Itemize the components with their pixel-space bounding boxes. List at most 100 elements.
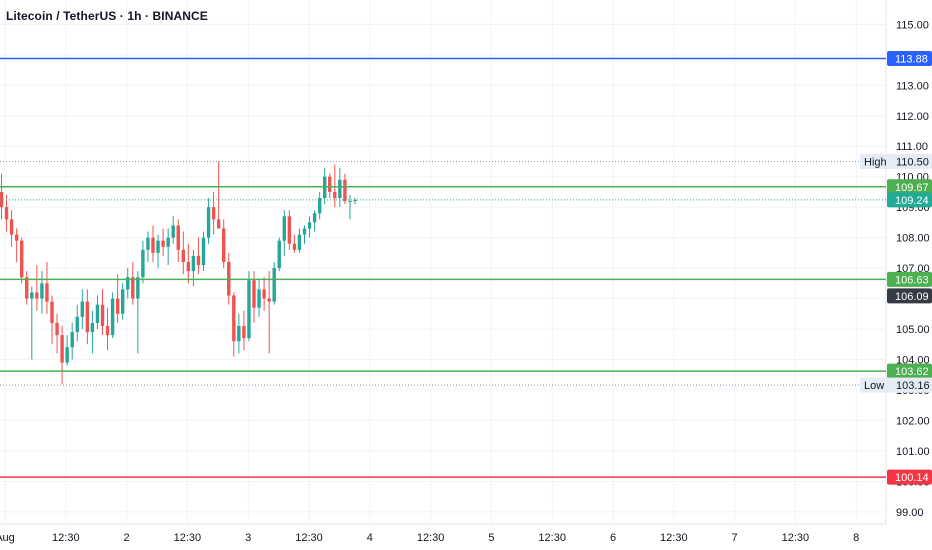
x-tick-label: 12:30: [52, 532, 80, 544]
candle-body: [151, 237, 155, 253]
candle-body: [95, 304, 100, 323]
y-tick-label: 115.00: [896, 19, 929, 31]
candle-body: [338, 179, 342, 199]
candle-body: [292, 243, 297, 250]
candle-body: [232, 295, 236, 342]
x-tick-label: Aug: [0, 532, 15, 544]
candle-body: [196, 255, 201, 266]
green-level-line-top-tag: 109.67: [895, 182, 929, 194]
low-value: 103.16: [896, 380, 930, 392]
candle-body: [30, 292, 34, 299]
candle-body: [191, 255, 196, 272]
candle-body: [100, 304, 105, 326]
candle-body: [55, 322, 59, 336]
candle-body: [333, 191, 337, 199]
candle-body: [181, 249, 185, 262]
candle-body: [126, 277, 130, 290]
candle-body: [35, 292, 39, 299]
candle-body: [176, 225, 180, 250]
green-level-line-bottom-tag-bg: [887, 363, 932, 379]
candle-body: [115, 298, 120, 314]
countdown-price-tag-bg: [887, 288, 932, 304]
time-axis[interactable]: Aug 12:30 2 12:30 3 12:30 4 12:30 5 12:30 6 12:30 7 1…: [0, 532, 859, 544]
candle-body: [25, 277, 29, 299]
candle-body: [307, 222, 312, 229]
candle-body: [65, 347, 69, 363]
candle-body: [211, 207, 216, 220]
candle-body: [141, 249, 145, 278]
high-value: 110.50: [896, 156, 929, 168]
candle-body: [85, 301, 90, 333]
chart-title: Litecoin / TetherUS · 1h · BINANCE: [6, 9, 208, 23]
y-tick-label: 99.00: [896, 507, 924, 519]
green-level-line-bottom-tag: 103.62: [895, 366, 929, 378]
x-tick-label: 12:30: [417, 532, 445, 544]
candle-body: [80, 301, 84, 317]
candle-body: [146, 237, 150, 250]
last-price-tag: 109.24: [895, 195, 929, 207]
candle-body: [328, 176, 332, 192]
candle-body: [312, 213, 317, 223]
candle-body: [90, 322, 95, 333]
candle-body: [297, 234, 302, 250]
candle-body: [20, 240, 24, 278]
countdown-price-tag: 106.09: [895, 291, 929, 303]
candle-body: [75, 316, 79, 333]
red-level-line-tag-bg: [887, 469, 932, 485]
candle-body: [222, 228, 226, 262]
candle-body: [156, 240, 160, 253]
green-level-line-mid-tag: 106.63: [895, 274, 929, 286]
x-tick-label: 12:30: [174, 532, 202, 544]
candle-body: [353, 199, 357, 202]
candle-body: [50, 301, 54, 323]
candle-body: [45, 283, 49, 302]
x-tick-label: 12:30: [660, 532, 688, 544]
red-level-line-tag: 100.14: [895, 472, 929, 484]
green-level-line-top-tag-bg: [887, 179, 932, 195]
x-tick-label: 6: [610, 532, 616, 544]
x-tick-label: 4: [367, 532, 373, 544]
candle-body: [282, 216, 286, 241]
candle-body: [161, 240, 165, 247]
candle-body: [252, 280, 256, 308]
candle-body: [237, 325, 241, 342]
candle-body: [242, 325, 246, 339]
x-tick-label: 7: [732, 532, 738, 544]
candle-body: [110, 298, 115, 336]
candle-body: [317, 198, 322, 214]
candlestick-series: [0, 161, 357, 384]
candle-body: [131, 277, 135, 299]
x-tick-label: 2: [124, 532, 130, 544]
candle-body: [257, 289, 261, 308]
green-level-line-mid-tag-bg: [887, 271, 932, 287]
price-tags: 113.88 109.67 106.63 103.62 100.14 109.24 106.…: [860, 50, 932, 485]
horizontal-levels: [0, 57, 886, 478]
candle-body: [136, 277, 140, 299]
price-axis[interactable]: 99.00100.00101.00102.00103.00104.00105.0…: [896, 19, 930, 518]
blue-level-line-tag-bg: [887, 50, 932, 66]
y-tick-label: 112.00: [896, 111, 929, 123]
candle-body: [4, 207, 9, 220]
candle-body: [267, 298, 271, 302]
candle-body: [262, 289, 266, 299]
candle-body: [121, 289, 125, 314]
candle-body: [216, 219, 221, 229]
candle-body: [343, 179, 347, 202]
candle-body: [105, 325, 110, 336]
candle-body: [186, 262, 191, 272]
low-bg: [860, 377, 932, 393]
x-tick-label: 8: [853, 532, 859, 544]
last-price-tag-bg: [887, 192, 932, 208]
x-tick-label: 12:30: [295, 532, 323, 544]
x-tick-label: 3: [245, 532, 251, 544]
y-tick-label: 113.00: [896, 80, 929, 92]
low-label: Low: [864, 380, 884, 392]
candle-body: [206, 207, 211, 238]
candle-body: [14, 234, 19, 241]
high-bg: [860, 153, 932, 169]
candle-body: [70, 332, 74, 348]
y-tick-label: 104.00: [896, 354, 930, 366]
blue-level-line-tag: 113.88: [895, 53, 928, 65]
y-tick-label: 108.00: [896, 233, 930, 245]
